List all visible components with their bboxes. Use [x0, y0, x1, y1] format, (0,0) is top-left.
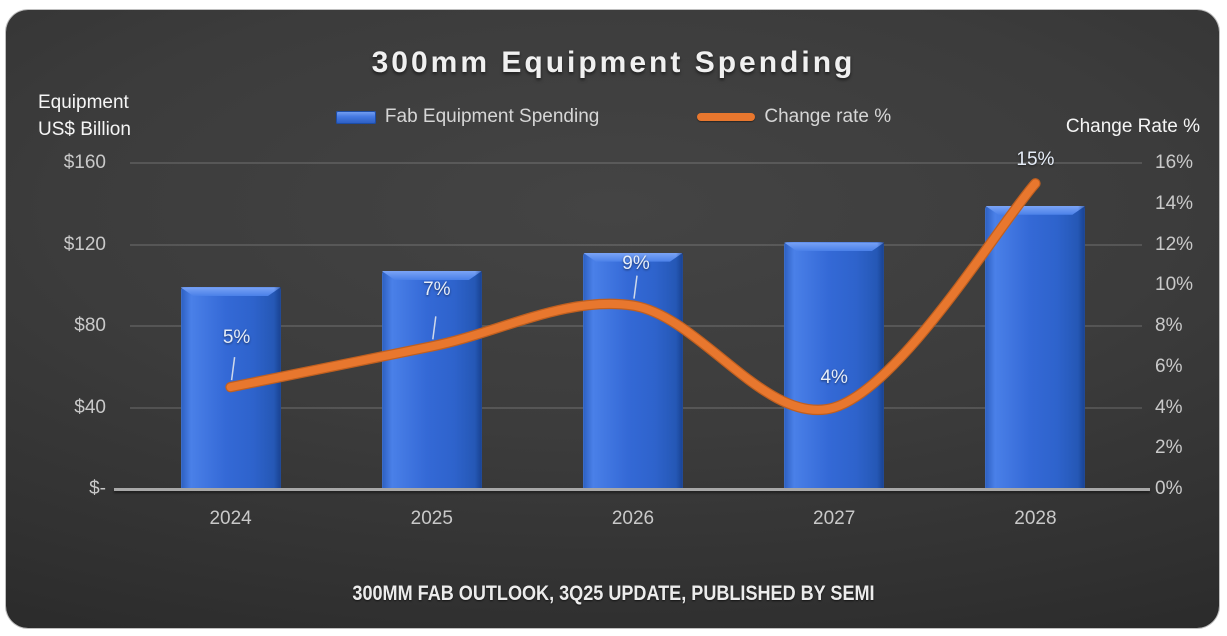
left-axis-tick-label: $40 — [74, 396, 106, 418]
right-axis-tick-label: 12% — [1155, 233, 1194, 255]
data-label-2026: 9% — [622, 252, 650, 274]
legend-label: Change rate % — [764, 106, 892, 127]
right-axis-tick-label: 16% — [1155, 152, 1194, 173]
left-axis-tick-label: $120 — [63, 233, 106, 255]
left-axis-title: Equipment US$ Billion — [38, 92, 131, 140]
data-label-2027: 4% — [820, 366, 848, 388]
bar-2028 — [985, 205, 1086, 491]
legend-item-change-rate: Change rate % — [697, 106, 891, 128]
right-axis-tick-label: 10% — [1155, 274, 1194, 296]
gridline — [130, 162, 1142, 164]
legend: Fab Equipment Spending Change rate % — [0, 106, 1227, 128]
bar-series-swatch-icon — [335, 110, 376, 124]
x-axis-label-2025: 2025 — [410, 508, 453, 529]
left-axis-tick-label: $160 — [63, 152, 106, 173]
x-axis-label-2024: 2024 — [209, 508, 252, 529]
bar-2025 — [381, 270, 482, 490]
x-axis-label-2027: 2027 — [813, 508, 856, 529]
left-axis-tick-label: $80 — [74, 315, 106, 336]
right-axis-tick-label: 4% — [1155, 396, 1183, 418]
right-axis-tick-label: 8% — [1155, 315, 1183, 336]
right-axis-tick-label: 2% — [1155, 437, 1183, 459]
line-series-swatch-icon — [697, 113, 756, 121]
data-label-2024: 5% — [222, 327, 251, 349]
x-axis-line — [114, 488, 1150, 491]
left-axis-tick-label: $- — [89, 478, 106, 499]
right-axis-tick-label: 6% — [1155, 355, 1183, 377]
right-axis-tick-label: 14% — [1155, 192, 1194, 214]
x-axis-label-2026: 2026 — [611, 508, 655, 529]
legend-item-fab-equipment-spending: Fab Equipment Spending — [335, 106, 600, 128]
chart-title: 300mm Equipment Spending — [371, 46, 856, 79]
x-axis-label-2028: 2028 — [1014, 508, 1057, 529]
right-axis-title: Change Rate % — [1065, 116, 1200, 137]
bar-2024 — [180, 287, 281, 490]
source-note: 300MM FAB OUTLOOK, 3Q25 UPDATE, PUBLISHE… — [352, 582, 875, 605]
right-axis-tick-label: 0% — [1155, 478, 1183, 499]
data-label-2028: 15% — [1016, 149, 1055, 171]
legend-label: Fab Equipment Spending — [384, 106, 600, 127]
bar-2026 — [583, 252, 683, 491]
data-label-2025: 7% — [423, 279, 451, 301]
